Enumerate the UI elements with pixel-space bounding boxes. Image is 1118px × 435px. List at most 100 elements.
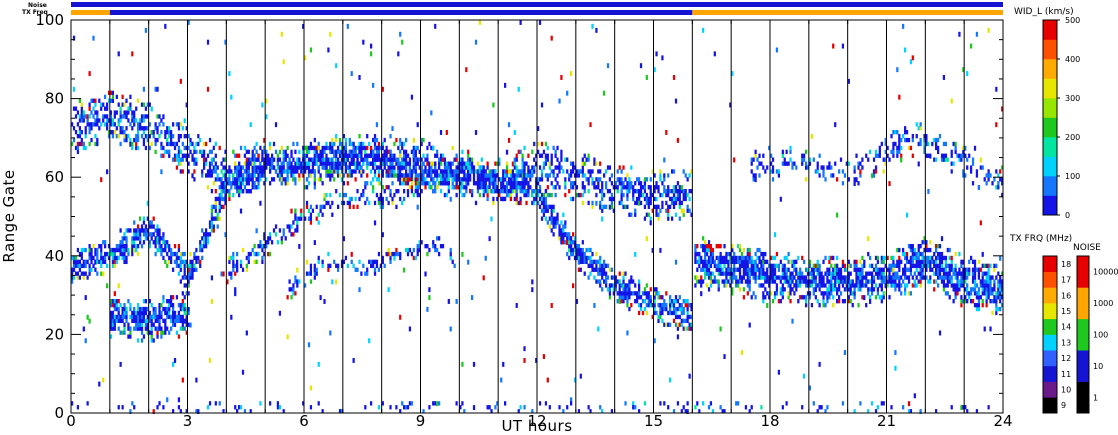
range-gate-cell xyxy=(418,157,421,162)
range-gate-cell xyxy=(290,295,293,300)
range-gate-cell xyxy=(125,318,128,324)
range-gate-cell xyxy=(909,244,913,249)
range-gate-cell xyxy=(406,189,410,194)
range-gate-cell xyxy=(509,192,513,198)
range-gate-cell xyxy=(234,165,237,170)
range-gate-cell xyxy=(224,169,227,174)
range-gate-cell xyxy=(218,216,221,221)
range-gate-cell xyxy=(428,173,431,178)
range-gate-cell xyxy=(131,247,134,253)
range-gate-cell xyxy=(150,106,153,112)
range-gate-cell xyxy=(216,224,219,229)
range-gate-cell xyxy=(801,157,804,162)
range-gate-cell xyxy=(884,263,887,269)
range-gate-cell xyxy=(463,192,466,198)
range-gate-cell xyxy=(94,122,97,127)
range-gate-cell xyxy=(358,165,361,170)
range-gate-cell xyxy=(783,279,786,284)
range-gate-cell xyxy=(923,149,926,155)
range-gate-cell xyxy=(88,141,91,147)
range-gate-cell xyxy=(603,173,606,178)
range-gate-cell xyxy=(315,267,318,272)
range-gate-cell xyxy=(667,322,670,327)
range-gate-cell xyxy=(725,255,728,261)
range-gate-cell xyxy=(527,169,530,174)
range-gate-cell xyxy=(96,251,99,257)
range-gate-cell xyxy=(127,106,130,111)
range-gate-cell xyxy=(140,318,144,324)
range-gate-cell xyxy=(905,137,909,143)
range-gate-cell xyxy=(904,267,907,272)
range-gate-cell xyxy=(189,251,192,257)
range-gate-cell xyxy=(775,291,779,296)
range-gate-cell xyxy=(674,310,678,316)
range-gate-cell xyxy=(247,177,250,182)
range-gate-cell xyxy=(535,177,538,182)
range-gate-cell xyxy=(220,189,223,194)
range-gate-cell xyxy=(391,251,394,257)
range-gate-cell xyxy=(154,240,157,245)
range-gate-cell xyxy=(238,165,241,170)
range-gate-cell xyxy=(152,338,155,343)
range-gate-cell xyxy=(952,299,955,304)
range-gate-cell xyxy=(740,350,744,356)
range-gate-cell xyxy=(704,271,707,276)
range-gate-cell xyxy=(393,141,396,147)
range-gate-cell xyxy=(500,181,503,186)
range-gate-cell xyxy=(317,165,320,170)
range-gate-cell xyxy=(140,134,144,139)
range-gate-cell xyxy=(399,181,402,186)
range-gate-cell xyxy=(665,291,668,296)
range-gate-cell xyxy=(589,173,592,178)
range-gate-cell xyxy=(331,161,334,166)
range-gate-cell xyxy=(513,130,516,135)
range-gate-cell xyxy=(723,271,726,276)
range-gate-cell xyxy=(377,169,381,174)
range-gate-cell xyxy=(139,306,142,312)
range-gate-cell xyxy=(391,153,394,158)
range-gate-cell xyxy=(871,291,874,296)
range-gate-cell xyxy=(669,295,672,300)
range-gate-cell xyxy=(944,153,948,158)
range-gate-cell xyxy=(434,247,437,253)
range-gate-cell xyxy=(519,189,522,194)
range-gate-cell xyxy=(189,263,192,269)
range-gate-cell xyxy=(645,192,648,198)
range-gate-cell xyxy=(719,271,722,276)
range-gate-cell xyxy=(773,263,777,269)
range-gate-cell xyxy=(187,271,190,276)
range-gate-cell xyxy=(572,181,575,186)
range-gate-cell xyxy=(843,299,847,304)
range-gate-cell xyxy=(405,137,408,143)
range-gate-cell xyxy=(783,255,786,261)
range-gate-cell xyxy=(366,165,369,170)
range-gate-cell xyxy=(655,212,658,217)
range-gate-cell xyxy=(389,189,392,194)
range-gate-cell xyxy=(337,157,340,162)
range-gate-cell xyxy=(911,244,914,249)
range-gate-cell xyxy=(762,267,765,272)
range-gate-cell xyxy=(360,145,363,151)
range-gate-cell xyxy=(808,259,812,265)
range-gate-cell xyxy=(222,196,225,202)
range-gate-cell xyxy=(884,275,887,280)
range-gate-cell xyxy=(156,314,159,320)
range-gate-cell xyxy=(517,169,520,174)
range-gate-cell xyxy=(944,141,948,147)
range-gate-cell xyxy=(738,247,742,253)
range-gate-cell xyxy=(406,161,410,166)
range-gate-cell xyxy=(818,361,821,367)
range-gate-cell xyxy=(628,306,631,312)
range-gate-cell xyxy=(267,153,270,158)
range-gate-cell xyxy=(107,98,111,103)
range-gate-cell xyxy=(713,275,716,280)
range-gate-cell xyxy=(707,255,711,261)
range-gate-cell xyxy=(672,200,676,206)
range-gate-cell xyxy=(659,314,662,320)
range-gate-cell xyxy=(214,196,217,202)
range-gate-cell xyxy=(76,134,80,139)
range-gate-cell xyxy=(74,114,78,119)
range-gate-cell xyxy=(111,263,115,269)
range-gate-cell xyxy=(123,110,126,115)
range-gate-cell xyxy=(465,165,468,170)
